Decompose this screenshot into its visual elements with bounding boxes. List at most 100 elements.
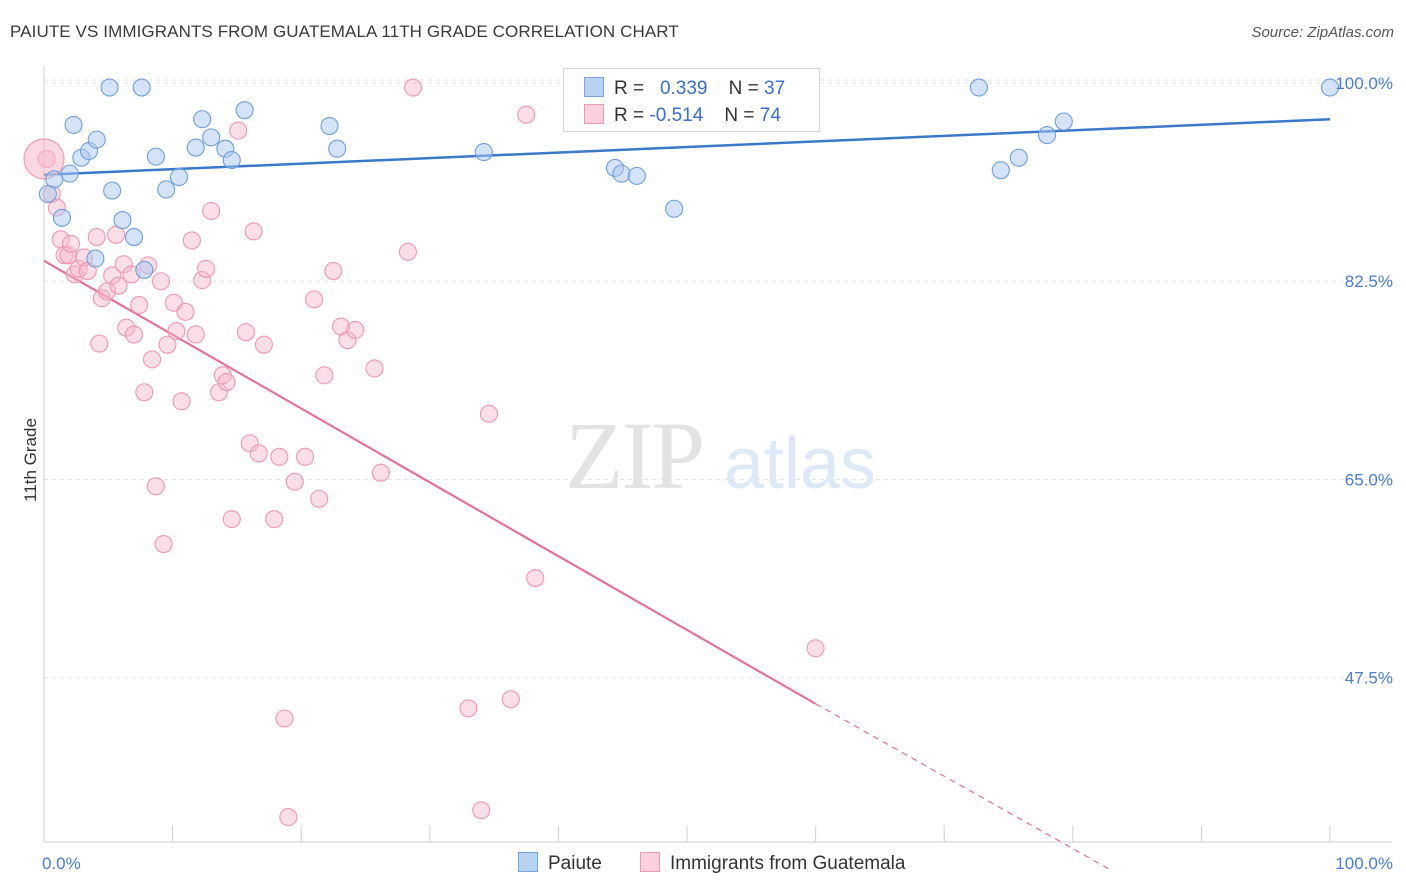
point-guatemala-27 bbox=[151, 272, 171, 291]
grid bbox=[44, 79, 1392, 679]
bottom-legend-swatch-paiute bbox=[518, 852, 538, 872]
point-guatemala-71 bbox=[526, 568, 545, 588]
point-guatemala-15 bbox=[103, 266, 122, 285]
legend-n-label: N = bbox=[728, 78, 759, 99]
y-tick-label-0: 47.5% bbox=[1345, 669, 1393, 688]
point-guatemala-41 bbox=[217, 373, 236, 392]
watermark-atlas: atlas bbox=[724, 424, 876, 504]
point-guatemala-52 bbox=[279, 808, 298, 827]
point-paiute-32 bbox=[991, 161, 1010, 180]
legend-row-guatemala: R = -0.514 N = 74 bbox=[584, 104, 781, 128]
point-paiute-17 bbox=[169, 167, 189, 187]
point-paiute-26 bbox=[474, 143, 493, 162]
point-guatemala-67 bbox=[472, 801, 491, 820]
point-paiute-20 bbox=[202, 128, 221, 147]
legend-r-label: R = bbox=[614, 78, 645, 99]
chart-title: PAIUTE VS IMMIGRANTS FROM GUATEMALA 11TH… bbox=[10, 22, 679, 41]
point-guatemala-11 bbox=[87, 228, 106, 247]
point-paiute-24 bbox=[320, 116, 339, 136]
point-paiute-33 bbox=[1009, 148, 1028, 167]
point-guatemala-63 bbox=[371, 463, 390, 482]
point-guatemala-68 bbox=[479, 404, 499, 423]
legend-r-paiute: 0.339 bbox=[659, 78, 708, 99]
bottom-legend-label-paiute: Paiute bbox=[548, 853, 602, 874]
point-guatemala-44 bbox=[236, 323, 255, 342]
point-guatemala-36 bbox=[193, 271, 212, 290]
y-tick-label-3: 100.0% bbox=[1335, 74, 1393, 93]
point-guatemala-69 bbox=[501, 690, 520, 709]
point-guatemala-60 bbox=[338, 331, 357, 350]
series-guatemala bbox=[23, 78, 825, 827]
point-guatemala-33 bbox=[176, 302, 195, 321]
y-tick-label-2: 82.5% bbox=[1345, 272, 1393, 291]
point-paiute-10 bbox=[100, 78, 119, 97]
point-paiute-14 bbox=[132, 78, 151, 97]
point-paiute-22 bbox=[222, 150, 241, 170]
point-guatemala-56 bbox=[310, 489, 329, 508]
point-guatemala-51 bbox=[275, 709, 294, 728]
source-label: Source: ZipAtlas.com bbox=[1251, 24, 1394, 41]
point-guatemala-25 bbox=[142, 350, 162, 369]
x-tick-label-0: 0.0% bbox=[42, 854, 81, 873]
point-guatemala-43 bbox=[229, 121, 248, 140]
point-paiute-15 bbox=[146, 147, 165, 166]
point-guatemala-17 bbox=[109, 276, 128, 295]
point-guatemala-31 bbox=[167, 322, 186, 341]
point-paiute-2 bbox=[52, 208, 72, 227]
point-paiute-19 bbox=[193, 110, 212, 129]
point-guatemala-65 bbox=[404, 78, 423, 97]
point-guatemala-5 bbox=[59, 246, 78, 265]
point-guatemala-50 bbox=[270, 447, 289, 466]
point-paiute-3 bbox=[60, 164, 79, 183]
bottom-legend-swatch-guatemala bbox=[640, 852, 660, 872]
point-paiute-25 bbox=[328, 139, 347, 158]
point-guatemala-23 bbox=[135, 383, 154, 402]
trend-lines bbox=[43, 117, 1331, 871]
point-paiute-12 bbox=[124, 228, 144, 247]
point-paiute-23 bbox=[235, 101, 254, 120]
point-guatemala-47 bbox=[249, 444, 268, 463]
point-paiute-1 bbox=[45, 170, 64, 189]
bottom-legend-guatemala: Immigrants from Guatemala bbox=[640, 852, 905, 875]
series-paiute bbox=[38, 78, 1340, 279]
axes bbox=[43, 66, 1392, 843]
legend-swatch-paiute bbox=[584, 77, 604, 97]
point-paiute-31 bbox=[969, 78, 988, 97]
watermark: ZIP atlas bbox=[565, 402, 876, 509]
trend-line-paiute bbox=[43, 117, 1331, 177]
legend-r-label-2: R = bbox=[614, 105, 645, 126]
point-guatemala-18 bbox=[114, 255, 133, 274]
point-guatemala-53 bbox=[285, 472, 304, 491]
point-paiute-8 bbox=[86, 249, 105, 268]
point-guatemala-35 bbox=[186, 325, 205, 344]
x-tick-label-1: 100.0% bbox=[1335, 854, 1393, 873]
point-guatemala-73 bbox=[23, 138, 65, 180]
point-guatemala-37 bbox=[196, 259, 216, 278]
legend-swatch-guatemala bbox=[584, 104, 604, 124]
point-guatemala-57 bbox=[315, 366, 334, 385]
point-guatemala-58 bbox=[324, 261, 343, 281]
point-guatemala-26 bbox=[146, 477, 165, 496]
point-guatemala-6 bbox=[61, 234, 81, 253]
point-paiute-4 bbox=[64, 115, 83, 134]
point-guatemala-39 bbox=[209, 383, 228, 402]
trend-line-guatemala bbox=[43, 259, 817, 705]
y-tick-label-1: 65.0% bbox=[1345, 470, 1393, 489]
tick-labels: 47.5% 65.0% 82.5% 100.0% 0.0% 100.0% bbox=[42, 74, 1393, 873]
point-guatemala-72 bbox=[806, 639, 825, 658]
point-guatemala-61 bbox=[346, 320, 365, 340]
point-guatemala-34 bbox=[182, 231, 201, 250]
watermark-zip: ZIP bbox=[565, 402, 703, 509]
point-guatemala-4 bbox=[55, 246, 74, 265]
legend-n-guatemala: 74 bbox=[759, 105, 781, 126]
point-paiute-13 bbox=[135, 260, 154, 279]
point-guatemala-62 bbox=[365, 359, 384, 378]
point-guatemala-54 bbox=[296, 447, 315, 466]
point-guatemala-49 bbox=[265, 510, 284, 529]
point-guatemala-19 bbox=[117, 318, 136, 337]
trend-line-guatemala-extension bbox=[815, 703, 1112, 871]
legend-n-label-2: N = bbox=[724, 105, 755, 126]
point-paiute-28 bbox=[612, 164, 631, 183]
point-guatemala-38 bbox=[202, 201, 221, 221]
